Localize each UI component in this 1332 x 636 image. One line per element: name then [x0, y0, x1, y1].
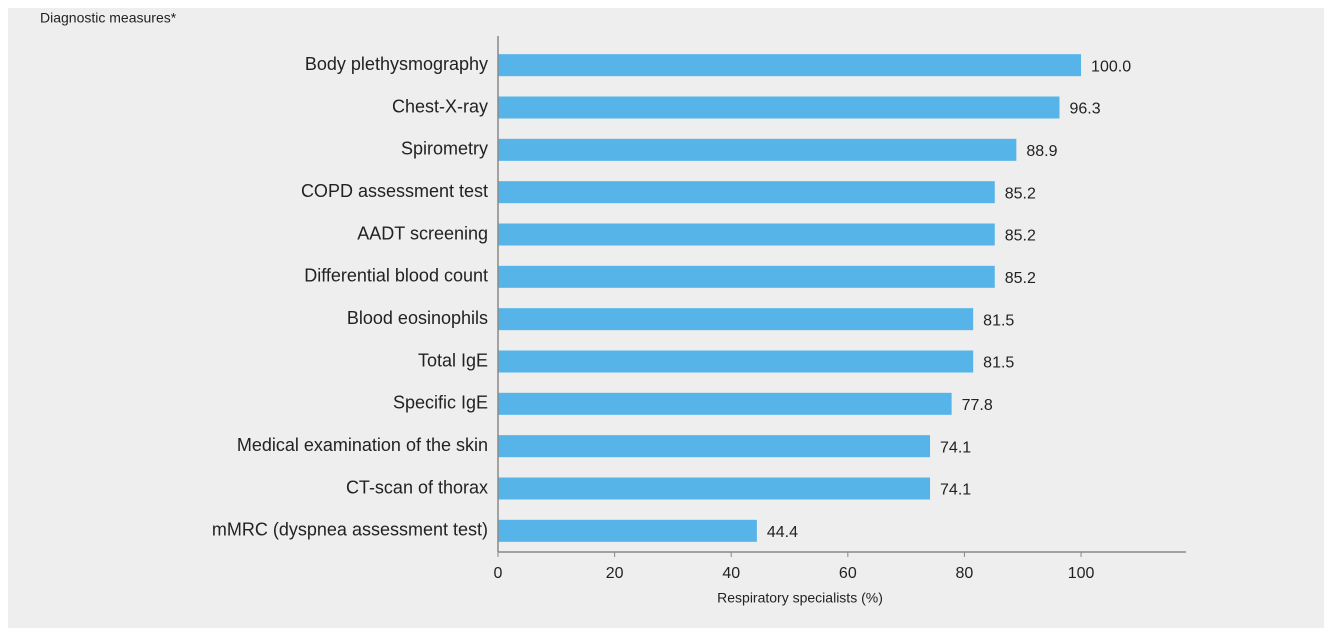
bar	[498, 392, 952, 415]
x-tick-label: 0	[494, 565, 503, 582]
bar	[498, 308, 974, 331]
y-tick-label: COPD assessment test	[301, 181, 488, 201]
x-tick-label: 20	[606, 565, 624, 582]
y-tick-label: Spirometry	[401, 139, 488, 159]
value-label: 81.5	[983, 355, 1014, 372]
value-label: 44.4	[767, 524, 798, 541]
x-tick-label: 100	[1068, 565, 1095, 582]
value-label: 100.0	[1091, 58, 1131, 75]
bar	[498, 54, 1082, 77]
y-tick-label: CT-scan of thorax	[346, 477, 488, 497]
chart-title: Diagnostic measures*	[40, 10, 177, 26]
y-tick-label: Differential blood count	[304, 266, 488, 286]
y-tick-label: AADT screening	[357, 223, 488, 243]
bar	[498, 435, 931, 458]
bar	[498, 519, 757, 542]
x-axis-label: Respiratory specialists (%)	[717, 590, 883, 606]
bar	[498, 350, 974, 373]
bar	[498, 223, 995, 246]
value-label: 85.2	[1005, 270, 1036, 287]
value-label: 85.2	[1005, 228, 1036, 245]
value-label: 74.1	[940, 482, 971, 499]
bar	[498, 96, 1060, 119]
bar	[498, 181, 995, 204]
y-tick-label: Total IgE	[418, 350, 488, 370]
x-tick-label: 60	[839, 565, 857, 582]
bar	[498, 477, 931, 500]
y-tick-label: Specific IgE	[393, 393, 488, 413]
value-label: 81.5	[983, 312, 1014, 329]
value-label: 85.2	[1005, 185, 1036, 202]
value-label: 74.1	[940, 439, 971, 456]
value-label: 96.3	[1069, 101, 1100, 118]
bar	[498, 138, 1017, 161]
y-tick-label: mMRC (dyspnea assessment test)	[212, 520, 488, 540]
bar	[498, 265, 995, 288]
x-tick-label: 40	[722, 565, 740, 582]
y-tick-label: Medical examination of the skin	[237, 435, 488, 455]
y-tick-label: Chest-X-ray	[392, 96, 488, 116]
value-label: 88.9	[1026, 143, 1057, 160]
x-tick-label: 80	[956, 565, 974, 582]
value-label: 77.8	[962, 397, 993, 414]
y-tick-label: Blood eosinophils	[347, 308, 488, 328]
y-tick-label: Body plethysmography	[305, 54, 488, 74]
